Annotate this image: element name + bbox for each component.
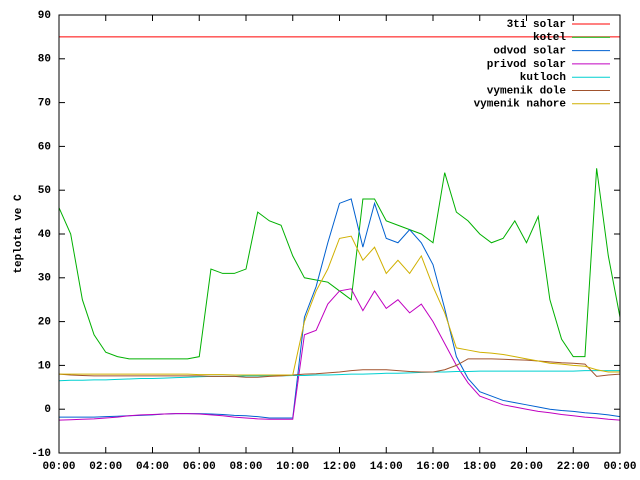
y-tick-label: 70: [38, 98, 51, 110]
y-tick-label: 10: [38, 360, 51, 372]
y-tick-label: 20: [38, 317, 51, 329]
series-line: [59, 235, 620, 376]
y-tick-label: 50: [38, 185, 51, 197]
x-tick-label: 00:00: [603, 461, 636, 473]
x-tick-label: 08:00: [229, 461, 262, 473]
x-tick-label: 10:00: [276, 461, 309, 473]
legend-label: kutloch: [520, 72, 566, 84]
x-tick-label: 12:00: [323, 461, 356, 473]
legend-label: kotel: [533, 32, 566, 44]
legend-label: vymenik nahore: [474, 99, 567, 111]
x-tick-label: 00:00: [42, 461, 75, 473]
y-tick-label: 60: [38, 141, 51, 153]
series-line: [58, 358, 621, 378]
series-line: [58, 288, 621, 421]
y-tick-label: 30: [38, 273, 51, 285]
y-tick-label: -10: [31, 448, 51, 460]
legend-label: vymenik dole: [487, 85, 567, 97]
legend-label: privod solar: [487, 59, 566, 71]
plot-border: [58, 14, 621, 454]
x-tick-label: 14:00: [370, 461, 403, 473]
legend-label: odvod solar: [493, 46, 566, 58]
x-tick-label: 20:00: [510, 461, 543, 473]
legend-label: 3ti solar: [507, 19, 566, 31]
y-tick-label: 90: [38, 10, 51, 22]
x-tick-label: 16:00: [416, 461, 449, 473]
y-axis-label: teplota ve C: [13, 194, 25, 274]
x-tick-label: 18:00: [463, 461, 496, 473]
y-tick-label: 0: [44, 404, 51, 416]
y-tick-label: 40: [38, 229, 51, 241]
y-tick-label: 80: [38, 54, 51, 66]
x-tick-label: 02:00: [89, 461, 122, 473]
x-tick-label: 04:00: [136, 461, 169, 473]
x-tick-label: 06:00: [183, 461, 216, 473]
series-line: [58, 370, 620, 382]
x-tick-label: 22:00: [557, 461, 590, 473]
